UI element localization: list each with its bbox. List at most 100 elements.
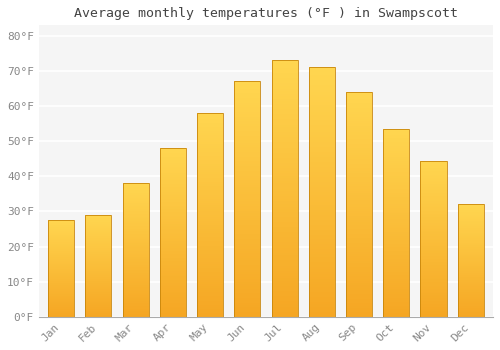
- Bar: [86, 288, 112, 289]
- Bar: [122, 298, 148, 300]
- Bar: [383, 249, 409, 251]
- Bar: [383, 217, 409, 219]
- Bar: [86, 250, 112, 251]
- Bar: [272, 232, 297, 235]
- Bar: [122, 211, 148, 213]
- Bar: [383, 244, 409, 245]
- Bar: [458, 281, 483, 282]
- Bar: [346, 193, 372, 195]
- Bar: [308, 265, 335, 267]
- Bar: [383, 257, 409, 259]
- Bar: [160, 214, 186, 216]
- Bar: [122, 203, 148, 205]
- Bar: [234, 209, 260, 211]
- Bar: [308, 177, 335, 180]
- Bar: [122, 214, 148, 215]
- Bar: [197, 270, 223, 272]
- Bar: [160, 258, 186, 259]
- Bar: [160, 221, 186, 222]
- Bar: [458, 208, 483, 209]
- Bar: [308, 132, 335, 135]
- Bar: [458, 239, 483, 240]
- Bar: [383, 221, 409, 223]
- Bar: [383, 198, 409, 200]
- Bar: [308, 135, 335, 137]
- Bar: [160, 315, 186, 317]
- Bar: [48, 272, 74, 273]
- Bar: [197, 119, 223, 121]
- Bar: [48, 276, 74, 277]
- Bar: [197, 158, 223, 160]
- Bar: [48, 265, 74, 266]
- Bar: [420, 179, 446, 181]
- Bar: [272, 86, 297, 89]
- Bar: [234, 265, 260, 267]
- Bar: [160, 285, 186, 286]
- Bar: [458, 264, 483, 265]
- Bar: [197, 315, 223, 317]
- Bar: [234, 216, 260, 218]
- Bar: [48, 263, 74, 264]
- Bar: [86, 217, 112, 218]
- Bar: [458, 225, 483, 226]
- Bar: [346, 231, 372, 234]
- Bar: [420, 208, 446, 209]
- Bar: [86, 238, 112, 239]
- Bar: [272, 63, 297, 65]
- Bar: [197, 272, 223, 274]
- Bar: [346, 267, 372, 270]
- Bar: [197, 205, 223, 207]
- Bar: [420, 248, 446, 250]
- Bar: [458, 304, 483, 306]
- Bar: [48, 280, 74, 281]
- Bar: [160, 268, 186, 270]
- Bar: [197, 152, 223, 154]
- Bar: [420, 301, 446, 303]
- Bar: [383, 225, 409, 226]
- Bar: [234, 204, 260, 206]
- Bar: [383, 279, 409, 281]
- Bar: [234, 131, 260, 133]
- Bar: [458, 215, 483, 216]
- Bar: [160, 189, 186, 190]
- Bar: [383, 268, 409, 270]
- Bar: [458, 315, 483, 316]
- Bar: [308, 289, 335, 292]
- Bar: [122, 237, 148, 238]
- Bar: [48, 232, 74, 233]
- Bar: [458, 267, 483, 268]
- Bar: [197, 117, 223, 119]
- Bar: [122, 243, 148, 245]
- Bar: [48, 289, 74, 290]
- Bar: [197, 154, 223, 156]
- Bar: [420, 206, 446, 208]
- Bar: [122, 233, 148, 234]
- Bar: [420, 315, 446, 317]
- Bar: [420, 259, 446, 260]
- Bar: [308, 292, 335, 294]
- Bar: [197, 121, 223, 123]
- Bar: [86, 259, 112, 260]
- Bar: [383, 131, 409, 133]
- Bar: [197, 311, 223, 313]
- Bar: [458, 255, 483, 256]
- Bar: [160, 290, 186, 292]
- Bar: [86, 306, 112, 307]
- Bar: [160, 174, 186, 175]
- Bar: [122, 277, 148, 278]
- Bar: [234, 187, 260, 190]
- Bar: [122, 198, 148, 200]
- Bar: [197, 160, 223, 162]
- Bar: [458, 209, 483, 210]
- Bar: [420, 192, 446, 193]
- Bar: [346, 175, 372, 177]
- Bar: [420, 250, 446, 251]
- Bar: [308, 95, 335, 97]
- Bar: [197, 217, 223, 219]
- Bar: [234, 260, 260, 263]
- Bar: [48, 223, 74, 224]
- Bar: [160, 231, 186, 232]
- Bar: [234, 114, 260, 117]
- Bar: [122, 251, 148, 253]
- Bar: [122, 302, 148, 303]
